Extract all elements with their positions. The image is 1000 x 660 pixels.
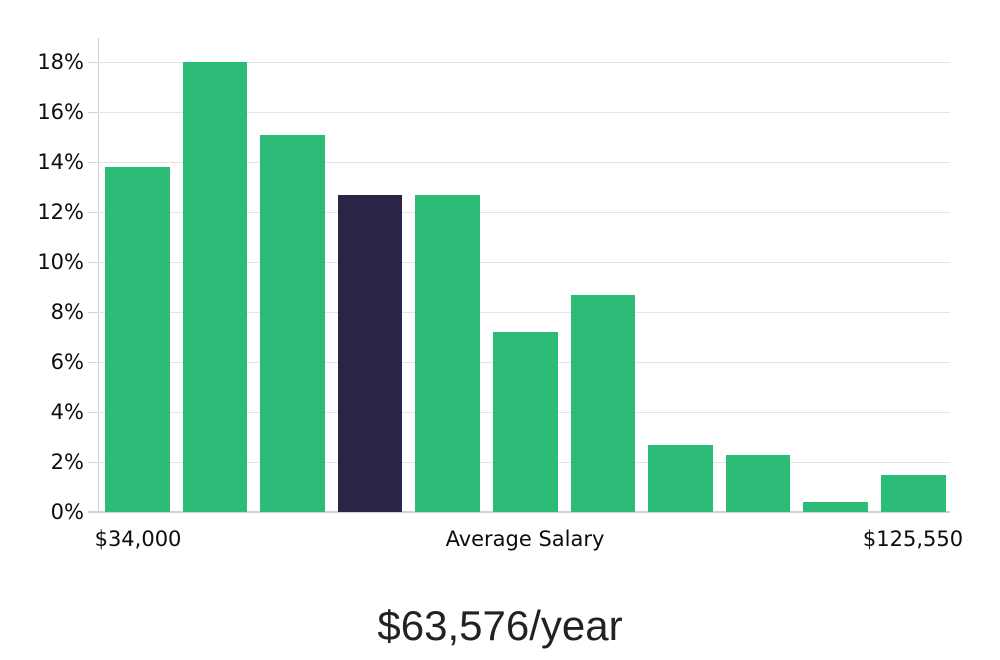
y-tick-label: 14% xyxy=(37,150,84,174)
y-tick-label: 0% xyxy=(50,500,84,524)
y-tick-mark xyxy=(88,362,98,363)
x-tick-label-min-salary: $34,000 xyxy=(94,527,182,551)
y-tick-mark xyxy=(88,212,98,213)
bar-1 xyxy=(105,167,170,512)
x-tick-label-max-salary: $125,550 xyxy=(862,527,964,551)
y-tick-mark xyxy=(88,262,98,263)
y-tick-label: 6% xyxy=(50,350,84,374)
y-tick-label: 18% xyxy=(37,50,84,74)
y-tick-mark xyxy=(88,462,98,463)
gridline-18% xyxy=(98,62,950,63)
bar-9 xyxy=(725,454,791,512)
gridline-8% xyxy=(98,312,950,313)
gridline-14% xyxy=(98,162,950,163)
bar-8 xyxy=(648,444,713,512)
gridline-12% xyxy=(98,212,950,213)
y-tick-mark xyxy=(88,512,98,513)
y-tick-mark xyxy=(88,312,98,313)
x-axis-baseline xyxy=(88,511,950,513)
bar-5 xyxy=(415,194,480,512)
y-tick-label: 2% xyxy=(50,450,84,474)
bar-3 xyxy=(260,134,325,512)
y-tick-label: 16% xyxy=(37,100,84,124)
bar-2 xyxy=(182,62,248,512)
bar-10 xyxy=(803,502,868,512)
chart-title-average-yearly-salary: $63,576/year xyxy=(377,602,623,649)
y-tick-mark xyxy=(88,162,98,163)
bar-11 xyxy=(881,474,946,512)
y-tick-mark xyxy=(88,112,98,113)
y-tick-label: 8% xyxy=(50,300,84,324)
plot-area xyxy=(98,38,950,512)
y-tick-label: 4% xyxy=(50,400,84,424)
x-tick-label-average-salary: Average Salary xyxy=(445,527,605,551)
bar-7 xyxy=(570,294,636,512)
bar-6 xyxy=(493,332,558,512)
bar-average-salary-highlight xyxy=(337,194,403,512)
y-tick-mark xyxy=(88,412,98,413)
gridline-10% xyxy=(98,262,950,263)
y-tick-mark xyxy=(88,62,98,63)
y-tick-label: 12% xyxy=(37,200,84,224)
y-axis-spine xyxy=(98,38,99,512)
gridline-16% xyxy=(98,112,950,113)
y-tick-label: 10% xyxy=(37,250,84,274)
